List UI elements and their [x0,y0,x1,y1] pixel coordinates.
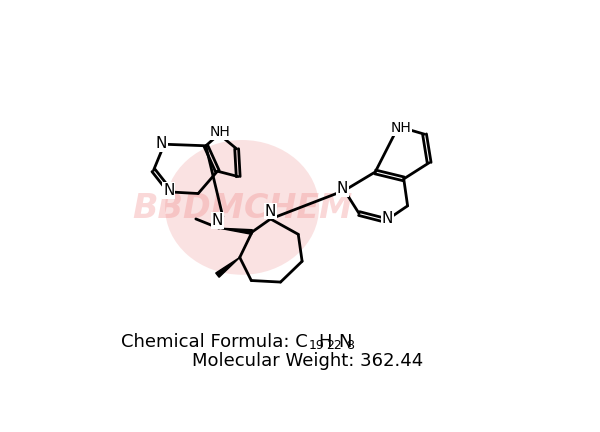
Text: H: H [318,333,332,351]
Text: BBDMCHEM: BBDMCHEM [132,192,352,226]
Text: N: N [265,204,276,219]
Text: N: N [337,181,348,197]
Text: N: N [382,211,393,226]
Text: 22: 22 [326,340,342,353]
Text: 19: 19 [308,340,324,353]
Text: Molecular Weight: 362.44: Molecular Weight: 362.44 [192,353,423,370]
Polygon shape [219,228,253,234]
Text: N: N [163,183,175,198]
Text: 8: 8 [346,340,354,353]
Text: NH: NH [210,125,231,139]
Text: N: N [212,213,223,228]
Polygon shape [216,257,240,277]
Ellipse shape [165,140,319,275]
Text: N: N [338,333,352,351]
Text: N: N [155,136,167,151]
Text: Chemical Formula: C: Chemical Formula: C [121,333,308,351]
Text: NH: NH [390,121,411,135]
